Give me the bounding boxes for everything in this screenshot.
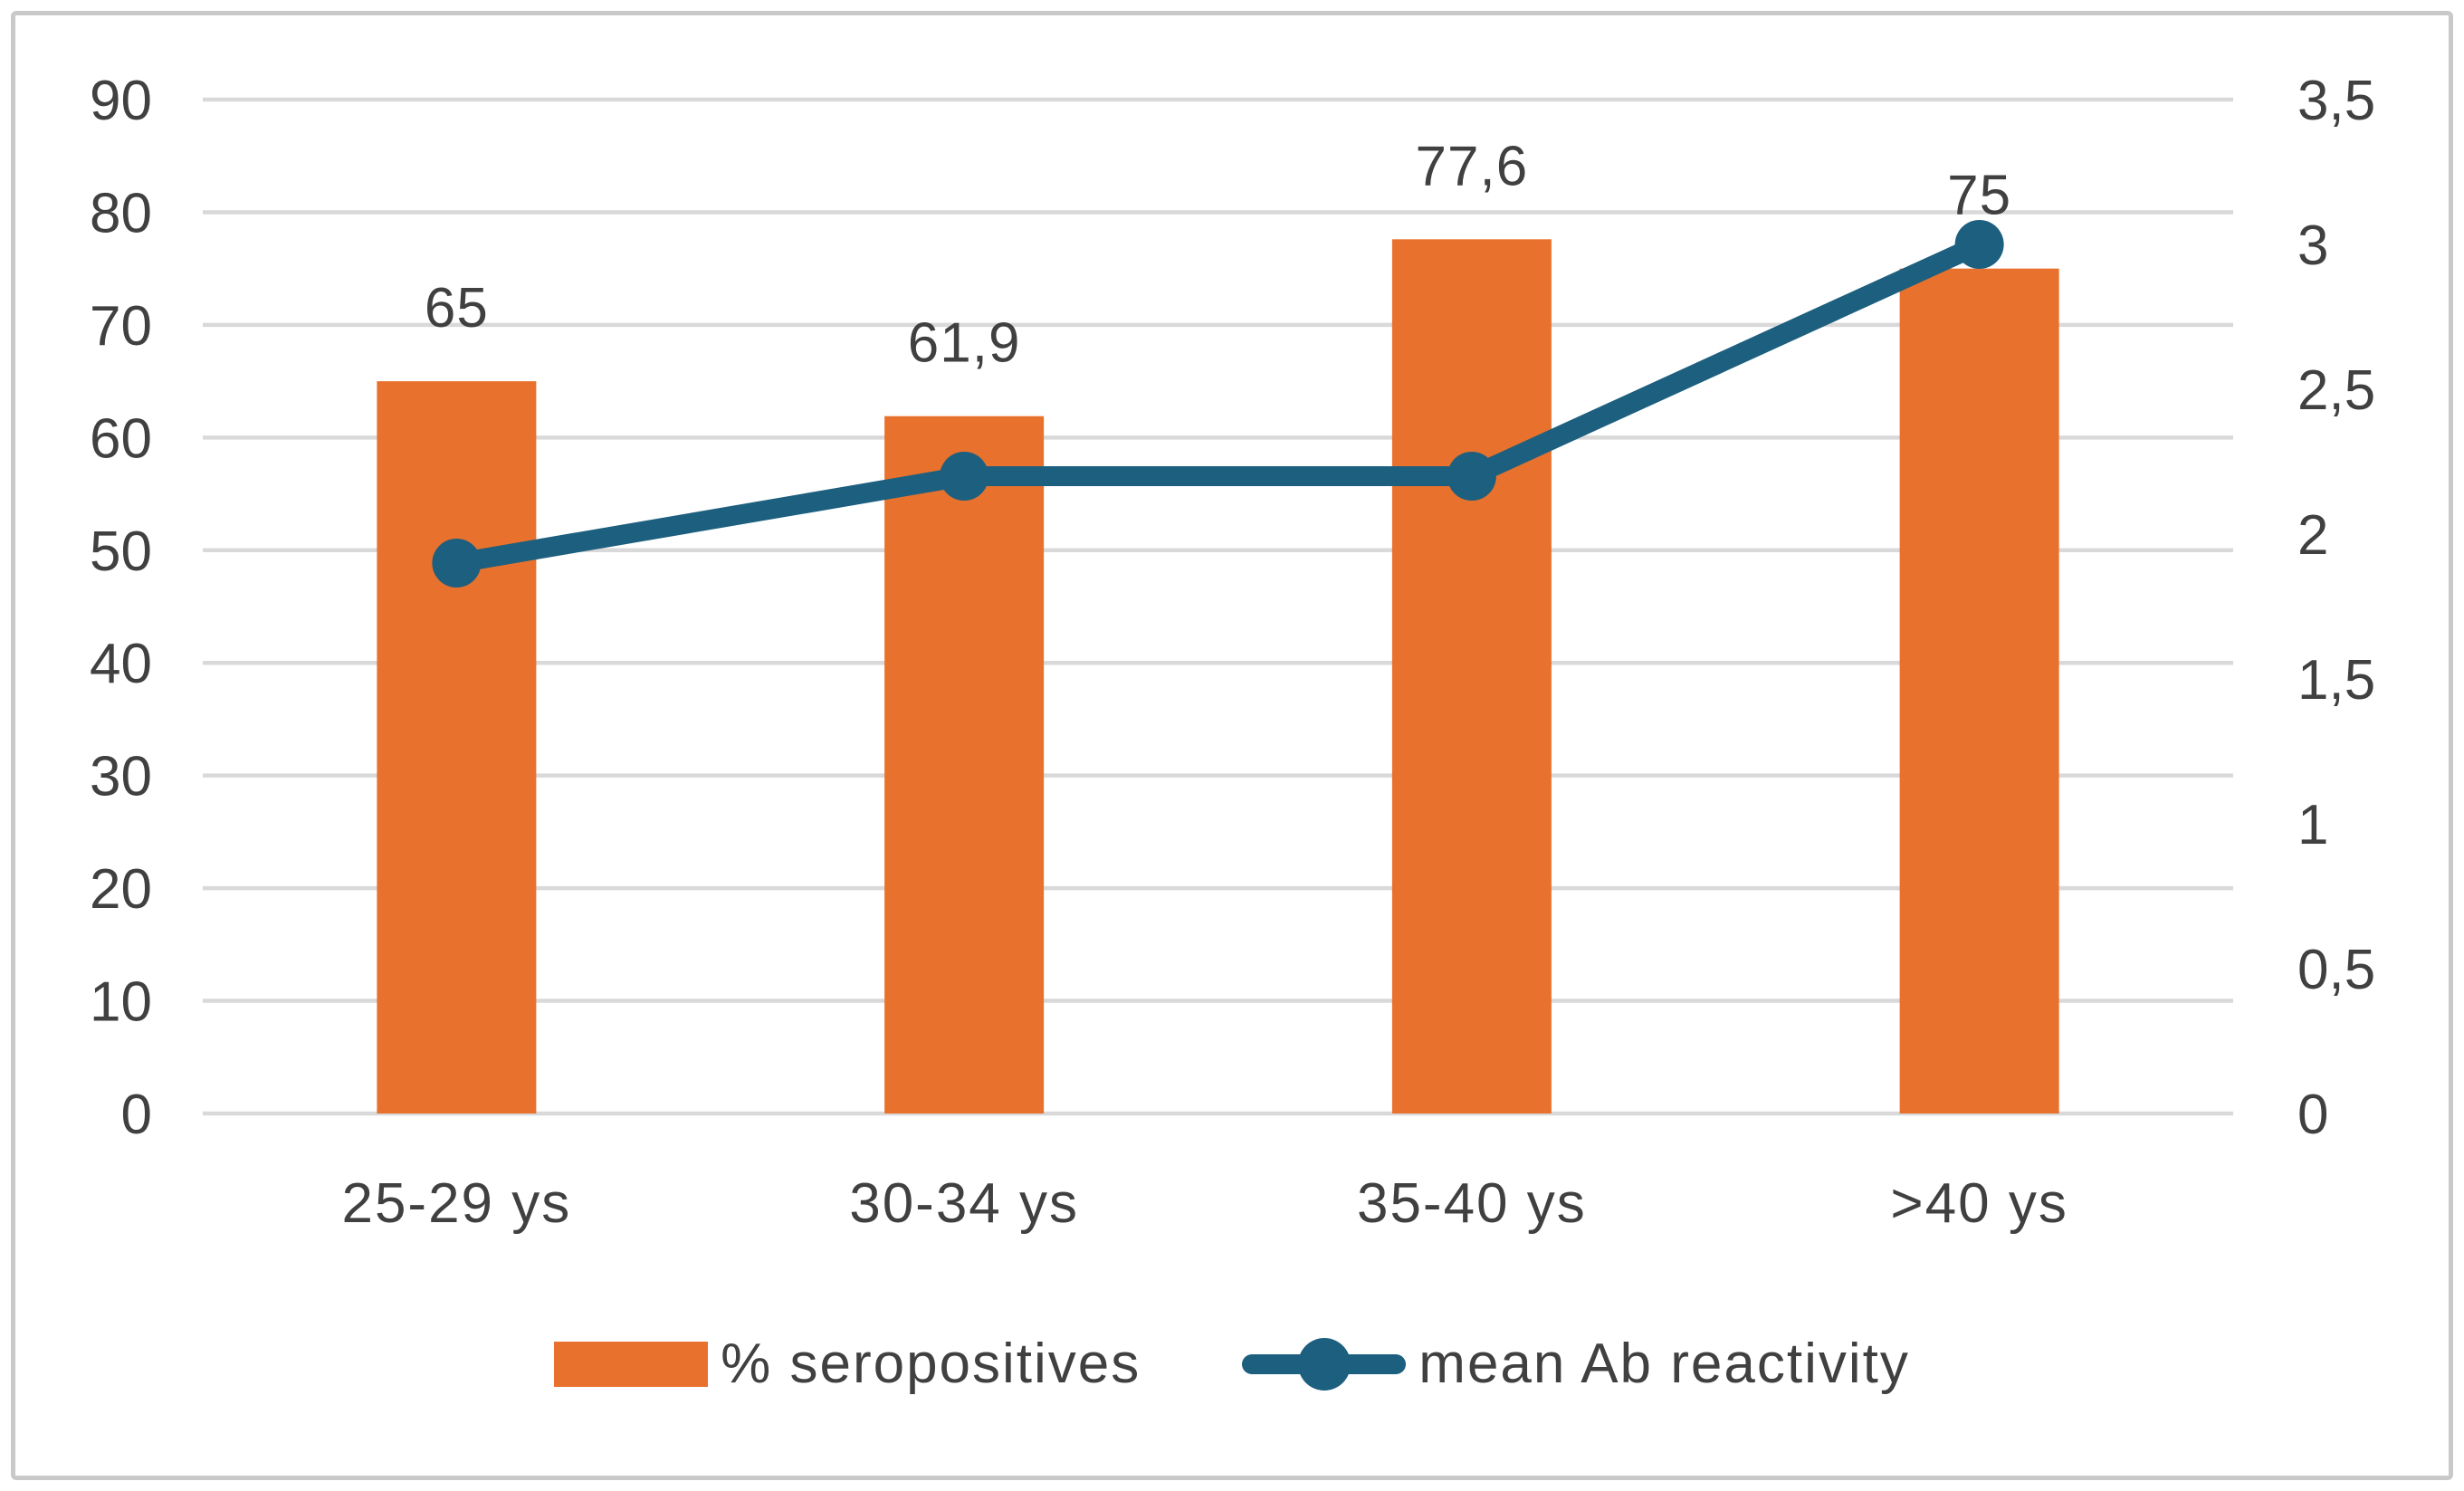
left-axis-tick: 0 — [121, 1084, 152, 1146]
bar-25-29 ys — [377, 381, 537, 1114]
trend-line — [446, 234, 1990, 573]
left-axis-tick: 40 — [90, 633, 152, 695]
x-axis-category-label: 25-29 ys — [341, 1172, 571, 1235]
right-axis-tick: 1 — [2297, 794, 2328, 856]
left-axis-tick: 30 — [90, 746, 152, 808]
legend-label-mean-ab-reactivity: mean Ab reactivity — [1418, 1333, 1910, 1395]
left-axis-tick: 10 — [90, 971, 152, 1034]
line-point — [1447, 452, 1496, 501]
right-axis-tick: 0 — [2297, 1084, 2328, 1146]
right-axis-tick: 3,5 — [2297, 70, 2375, 132]
legend-item-seropositives: % seropositives — [554, 1336, 1141, 1392]
bar-35-40 ys — [1391, 239, 1552, 1113]
bar-data-label: 75 — [1947, 165, 2011, 227]
left-axis-tick: 90 — [90, 70, 152, 132]
right-axis-tick: 2 — [2297, 504, 2328, 567]
left-axis-tick: 60 — [90, 407, 152, 470]
bar-data-label: 61,9 — [908, 312, 1021, 375]
right-axis-tick: 2,5 — [2297, 359, 2375, 422]
right-axis-tick: 0,5 — [2297, 939, 2375, 1001]
bar-data-label: 77,6 — [1416, 135, 1529, 197]
right-axis-tick: 1,5 — [2297, 649, 2375, 712]
bar->40 ys — [1899, 268, 2059, 1114]
line-series-marker-icon — [1242, 1338, 1407, 1391]
legend-item-mean-ab-reactivity: mean Ab reactivity — [1242, 1336, 1910, 1392]
x-axis-category-label: >40 ys — [1890, 1172, 2068, 1235]
left-axis-tick: 50 — [90, 521, 152, 583]
line-point — [1954, 220, 2004, 269]
bar-30-34 ys — [884, 416, 1045, 1113]
legend-label-seropositives: % seropositives — [721, 1333, 1141, 1395]
left-axis-tick: 80 — [90, 182, 152, 244]
bar-data-label: 65 — [425, 277, 489, 339]
left-axis-tick: 20 — [90, 858, 152, 921]
left-axis-tick: 70 — [90, 295, 152, 358]
right-axis-tick: 3 — [2297, 215, 2328, 277]
line-series-marker-dot-icon — [1297, 1338, 1351, 1391]
x-axis-category-label: 35-40 ys — [1357, 1172, 1587, 1235]
bar-series-swatch-icon — [554, 1342, 709, 1387]
x-axis-category-label: 30-34 ys — [849, 1172, 1079, 1235]
line-point — [940, 452, 989, 501]
line-point — [432, 539, 482, 588]
legend: % seropositives mean Ab reactivity — [0, 1324, 2464, 1405]
